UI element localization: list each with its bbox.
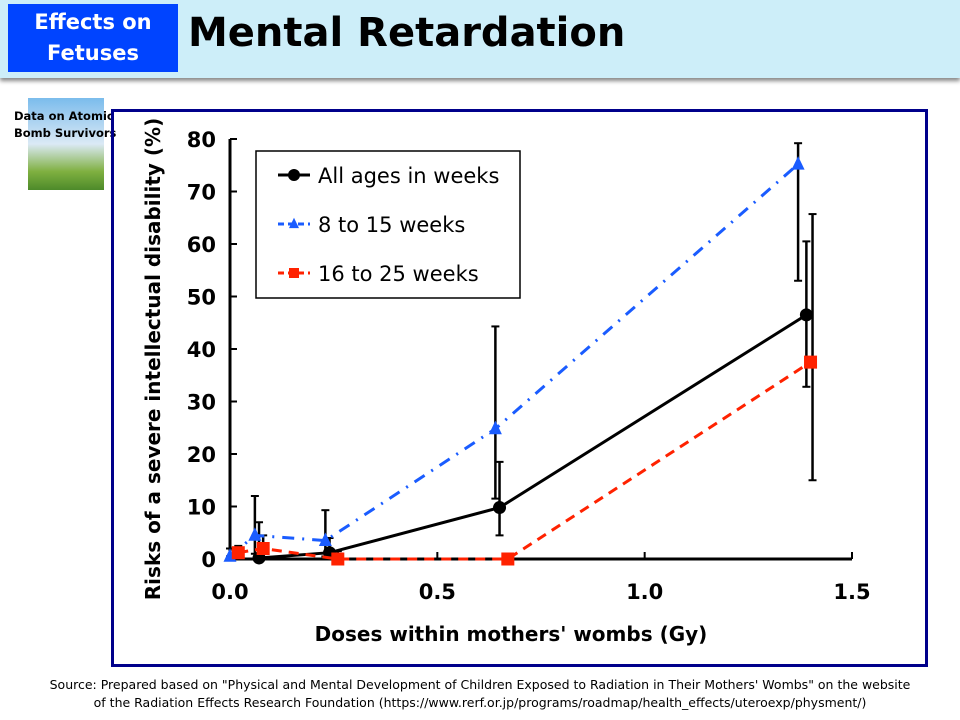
data-point-circle [799,308,813,322]
data-point-square [289,268,299,278]
data-point-triangle [289,217,299,229]
source-note: Source: Prepared based on "Physical and … [0,676,960,712]
y-tick-label: 10 [187,496,216,520]
page-title: Mental Retardation [188,10,626,56]
y-tick-label: 0 [201,548,216,572]
badge-line-1: Effects on [34,10,152,34]
chart-frame [111,109,928,667]
source-line-2: of the Radiation Effects Research Founda… [93,695,867,710]
header-bar: Effects on Fetuses Mental Retardation [0,0,960,78]
y-tick-label: 80 [187,128,216,152]
y-axis-label: Risks of a severe intellectual disabilit… [141,118,165,600]
x-tick-label: 0.5 [419,580,456,604]
data-point-triangle [318,532,332,547]
legend-label: All ages in weeks [318,164,499,188]
logo-caption-line-1: Data on Atomic [14,109,114,123]
x-tick-label: 1.5 [833,580,870,604]
series-line [229,163,800,558]
data-point-triangle [488,420,502,435]
y-tick-label: 20 [187,443,216,467]
y-tick-label: 70 [187,181,216,205]
legend-label: 8 to 15 weeks [318,213,465,237]
y-tick-label: 30 [187,391,216,415]
y-tick-label: 50 [187,286,216,310]
data-point-square [501,552,515,566]
atomic-bomb-dome-image [28,98,104,190]
source-line-1: Source: Prepared based on "Physical and … [49,677,911,692]
y-tick-label: 60 [187,233,216,257]
data-point-square [331,552,345,566]
data-point-circle [493,501,507,515]
badge-line-2: Fetuses [47,41,139,65]
data-point-circle [288,169,300,181]
data-point-square [231,546,245,560]
series-line [258,313,808,560]
data-point-triangle [248,527,262,541]
legend-label: 16 to 25 weeks [318,262,479,286]
logo-caption: Data on Atomic Bomb Survivors [14,108,116,142]
x-axis-label: Doses within mothers' wombs (Gy) [315,622,708,646]
x-tick-label: 1.0 [626,580,663,604]
x-tick-label: 0.0 [211,580,248,604]
y-tick-label: 40 [187,338,216,362]
section-badge: Effects on Fetuses [8,4,178,72]
logo-caption-line-2: Bomb Survivors [14,126,117,140]
data-point-triangle [791,156,805,170]
data-point-square [804,355,818,369]
data-point-square [256,542,270,555]
